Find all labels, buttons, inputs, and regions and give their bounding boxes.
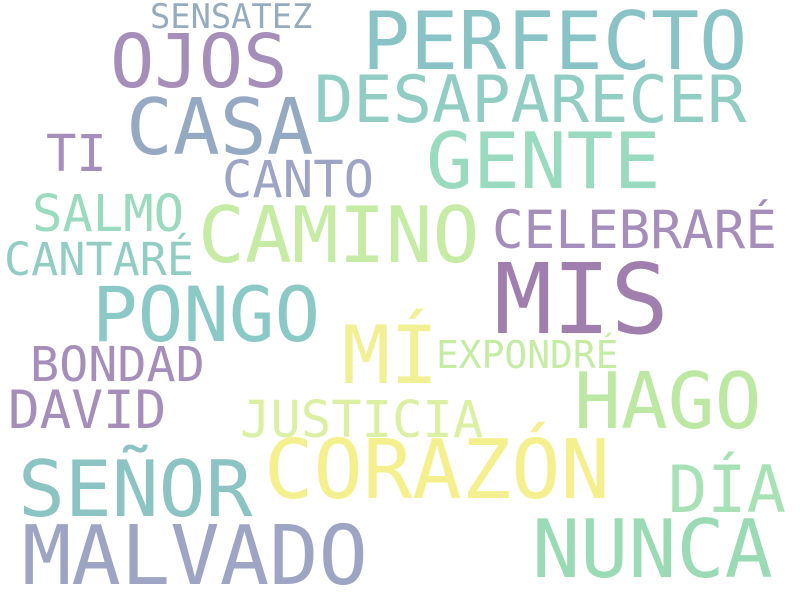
word-sensatez: SENSATEZ bbox=[150, 0, 313, 36]
word-ti: TI bbox=[46, 123, 107, 183]
word-gente: GENTE bbox=[426, 117, 661, 208]
word-hago: HAGO bbox=[574, 357, 762, 448]
word-perfecto: PERFECTO bbox=[362, 0, 748, 88]
word-corazon: CORAZÓN bbox=[264, 422, 610, 518]
word-canto: CANTO bbox=[222, 149, 375, 209]
word-justicia: JUSTICIA bbox=[240, 389, 484, 449]
word-cantare: CANTARÉ bbox=[4, 233, 195, 287]
word-bondad: BONDAD bbox=[30, 336, 205, 393]
word-casa: CASA bbox=[126, 83, 314, 174]
word-celebrare: CELEBRARÉ bbox=[492, 199, 777, 261]
word-mi: MÍ bbox=[342, 309, 439, 402]
word-senor: SEÑOR bbox=[18, 445, 253, 536]
word-malvado: MALVADO bbox=[22, 508, 368, 604]
word-david: DAVID bbox=[8, 379, 167, 441]
word-salmo: SALMO bbox=[32, 183, 185, 243]
word-expondre: EXPONDRÉ bbox=[436, 333, 619, 378]
word-desaparecer: DESAPARECER bbox=[314, 62, 747, 139]
word-mis: MIS bbox=[494, 242, 669, 356]
word-camino: CAMINO bbox=[198, 191, 480, 282]
word-dia: DÍA bbox=[668, 452, 786, 529]
word-nunca: NUNCA bbox=[532, 503, 773, 596]
word-ojos: OJOS bbox=[110, 20, 288, 106]
word-pongo: PONGO bbox=[92, 271, 321, 360]
